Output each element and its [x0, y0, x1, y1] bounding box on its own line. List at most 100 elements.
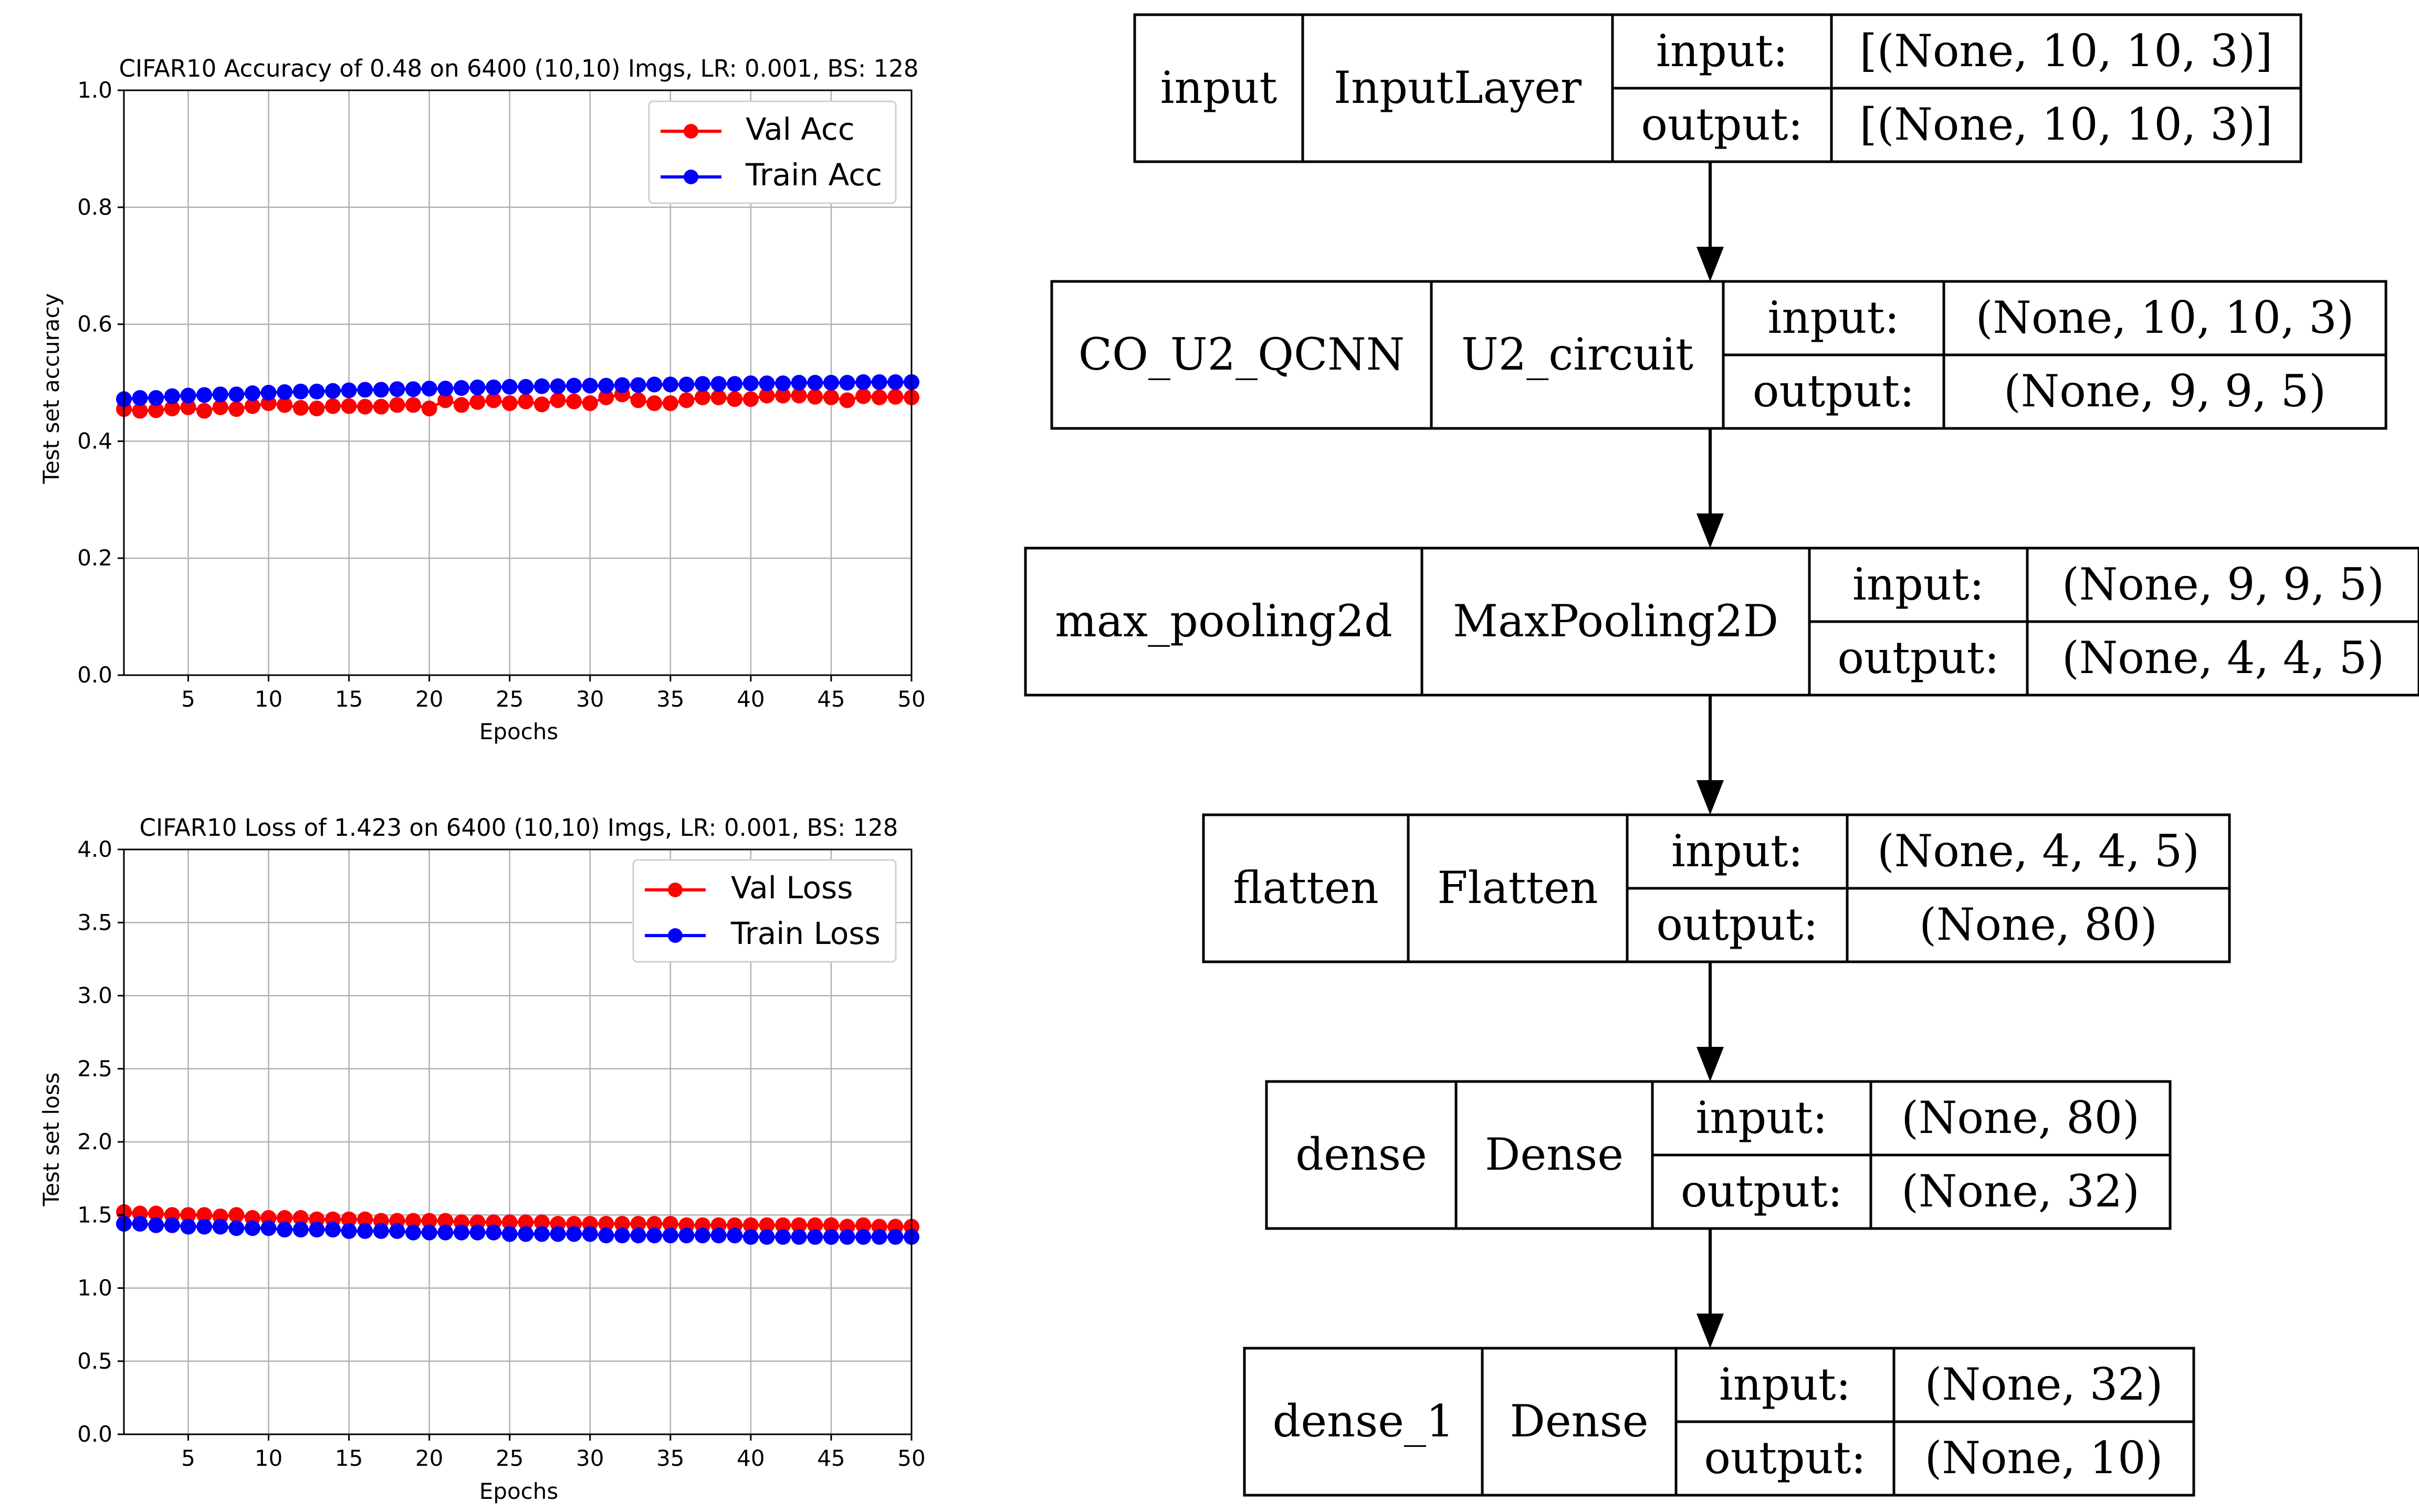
- train-acc-point: [518, 379, 534, 395]
- layer-output-shape: (None, 10): [1925, 1432, 2163, 1484]
- layer-input-header: input:: [1768, 292, 1900, 343]
- val-acc-point: [518, 393, 534, 410]
- val-loss-point: [357, 1211, 373, 1227]
- train-loss-point: [469, 1224, 486, 1241]
- train-acc-point: [132, 390, 148, 406]
- loss-x-tick-label: 30: [576, 1445, 604, 1471]
- layer-name: dense: [1295, 1129, 1427, 1180]
- train-loss-point: [453, 1224, 469, 1241]
- model-layers: input InputLayer input: output: [(None, 10, …: [1024, 13, 2419, 1497]
- accuracy-x-tick-label: 5: [181, 686, 195, 712]
- train-acc-point: [727, 376, 743, 392]
- val-acc-point: [292, 400, 309, 416]
- train-acc-point: [164, 388, 180, 404]
- train-acc-point: [710, 376, 727, 392]
- loss-x-tick-label: 10: [255, 1445, 282, 1471]
- train-acc-point: [582, 377, 598, 394]
- layer-output-header: output:: [1753, 365, 1914, 417]
- accuracy-x-tick-label: 30: [576, 686, 604, 712]
- layer-input-header: input:: [1696, 1092, 1828, 1143]
- val-acc-point: [244, 398, 260, 414]
- train-loss-point: [550, 1226, 566, 1242]
- val-loss-point: [662, 1215, 678, 1232]
- loss-y-tick-label: 1.0: [77, 1275, 112, 1301]
- loss-y-tick-label: 0.5: [77, 1348, 112, 1374]
- flow-arrow-head: [1697, 1047, 1724, 1082]
- loss-gridlines: [124, 848, 913, 1435]
- val-acc-point: [533, 396, 550, 413]
- val-acc-point: [373, 398, 389, 415]
- layer-input-shape: (None, 10, 10, 3): [1976, 292, 2354, 343]
- val-loss-point: [196, 1207, 213, 1223]
- train-loss-point: [518, 1226, 534, 1242]
- layer-output-header: output:: [1656, 899, 1818, 950]
- val-acc-point: [437, 392, 454, 408]
- train-loss-point: [598, 1227, 614, 1244]
- train-acc-point: [566, 377, 582, 394]
- train-loss-point: [148, 1217, 164, 1233]
- layer-box-dense-1: dense_1 Dense input: output: (None, 32) (None…: [1243, 1347, 2195, 1497]
- layer-box-dense: dense Dense input: output: (None, 80) (None, …: [1265, 1080, 2172, 1230]
- train-acc-point: [791, 375, 807, 391]
- val-loss-point: [437, 1213, 454, 1229]
- val-acc-point: [855, 388, 872, 404]
- layer-name: max_pooling2d: [1055, 595, 1392, 647]
- layer-output-shape: (None, 80): [1919, 899, 2158, 950]
- accuracy-y-ticks: 0.0 0.2 0.4 0.6 0.8 1.0: [77, 77, 124, 688]
- accuracy-y-axis-label: Test set accuracy: [38, 293, 64, 484]
- train-loss-point: [292, 1222, 309, 1238]
- layer-input-shape: (None, 32): [1925, 1359, 2163, 1410]
- loss-x-tick-label: 35: [656, 1445, 684, 1471]
- train-loss-point: [324, 1222, 341, 1238]
- train-loss-point: [309, 1222, 325, 1238]
- train-loss-point: [244, 1220, 260, 1236]
- train-loss-point: [678, 1227, 695, 1244]
- train-loss-point: [180, 1219, 196, 1235]
- loss-x-tick-label: 5: [181, 1445, 195, 1471]
- loss-y-axis-label: Test set loss: [38, 1073, 64, 1207]
- loss-chart-title: CIFAR10 Loss of 1.423 on 6400 (10,10) Im…: [140, 814, 898, 842]
- train-acc-point: [212, 386, 228, 403]
- val-acc-point: [469, 394, 486, 410]
- layer-box-flatten: flatten Flatten input: output: (None, 4, 4, …: [1202, 813, 2231, 963]
- accuracy-y-tick-label: 0.0: [77, 662, 112, 688]
- val-loss-point: [292, 1210, 309, 1226]
- val-loss-point: [775, 1217, 791, 1233]
- accuracy-y-tick-label: 0.4: [77, 428, 112, 454]
- layer-type: MaxPooling2D: [1453, 595, 1778, 647]
- layer-type: InputLayer: [1334, 62, 1582, 113]
- loss-y-tick-label: 0.0: [77, 1421, 112, 1447]
- val-acc-point: [887, 388, 904, 405]
- train-acc-point: [678, 376, 695, 393]
- val-acc-point: [501, 395, 518, 411]
- val-acc-point: [823, 389, 839, 405]
- layer-output-header: output:: [1704, 1432, 1866, 1484]
- train-acc-point: [324, 383, 341, 399]
- loss-x-tick-label: 25: [496, 1445, 523, 1471]
- val-loss-point: [630, 1215, 646, 1232]
- layer-output-shape: (None, 4, 4, 5): [2062, 632, 2384, 684]
- accuracy-y-tick-label: 0.6: [77, 311, 112, 337]
- loss-x-axis-label: Epochs: [479, 1478, 559, 1504]
- train-acc-point: [437, 381, 454, 397]
- val-loss-point: [533, 1214, 550, 1231]
- train-acc-point: [646, 376, 663, 393]
- accuracy-x-tick-label: 20: [415, 686, 443, 712]
- layer-name: flatten: [1233, 862, 1378, 914]
- val-acc-point: [871, 389, 887, 405]
- loss-x-tick-label: 50: [897, 1445, 925, 1471]
- train-acc-point: [469, 379, 486, 395]
- loss-x-tick-label: 40: [737, 1445, 765, 1471]
- accuracy-y-tick-label: 0.8: [77, 194, 112, 220]
- val-loss-legend-marker: [668, 883, 683, 897]
- loss-chart: CIFAR10 Loss of 1.423 on 6400 (10,10) Im…: [38, 814, 926, 1504]
- train-acc-point: [630, 377, 646, 393]
- val-acc-point: [582, 395, 598, 411]
- accuracy-x-tick-label: 35: [656, 686, 684, 712]
- accuracy-chart: CIFAR10 Accuracy of 0.48 on 6400 (10,10)…: [38, 55, 926, 744]
- val-acc-point: [486, 392, 502, 408]
- train-acc-point: [228, 386, 245, 403]
- loss-y-tick-label: 4.0: [77, 836, 112, 862]
- model-arrows: [1697, 162, 1724, 1348]
- train-loss-point: [566, 1226, 582, 1242]
